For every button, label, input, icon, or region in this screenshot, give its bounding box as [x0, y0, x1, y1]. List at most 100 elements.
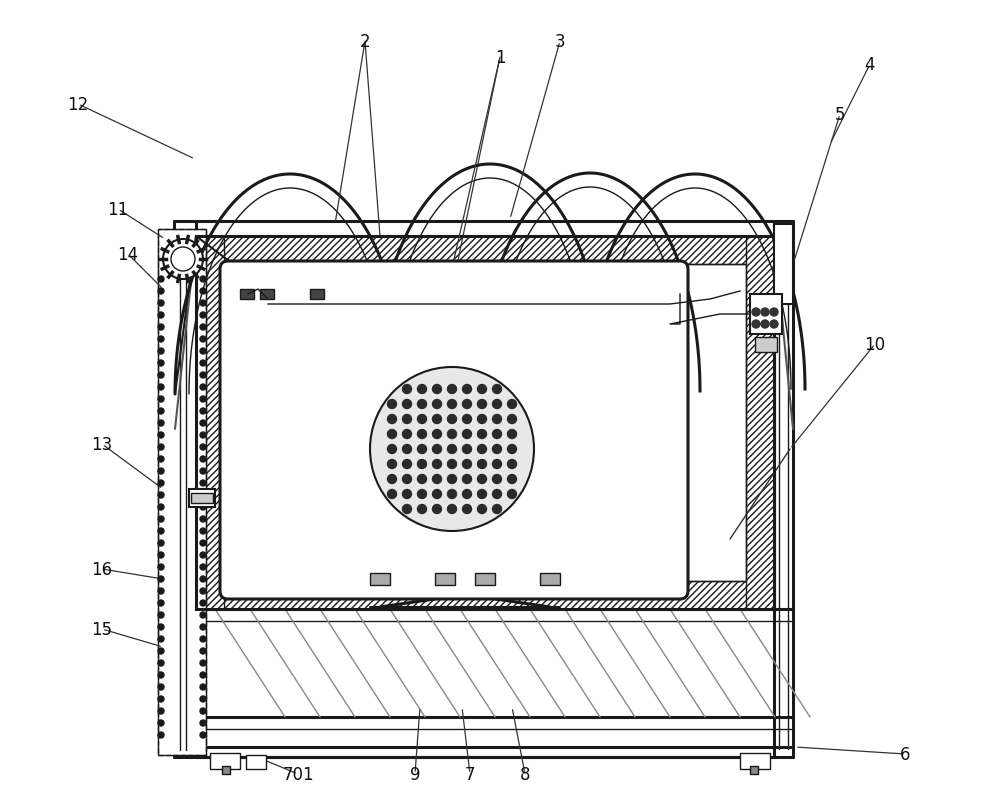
Circle shape [418, 430, 427, 439]
Bar [246, 755, 266, 769]
Bar [240, 290, 254, 299]
Text: 1: 1 [495, 49, 505, 67]
Circle shape [448, 430, 456, 439]
Circle shape [158, 457, 164, 462]
Circle shape [200, 361, 206, 367]
Bar [435, 573, 455, 586]
Circle shape [158, 517, 164, 522]
Circle shape [492, 475, 502, 484]
Circle shape [200, 684, 206, 690]
Circle shape [158, 349, 164, 354]
Circle shape [448, 385, 456, 394]
Circle shape [508, 415, 516, 424]
Bar [196, 237, 224, 609]
Circle shape [158, 540, 164, 547]
Bar [750, 766, 758, 774]
Circle shape [462, 505, 472, 514]
Circle shape [158, 397, 164, 402]
Circle shape [388, 430, 397, 439]
Circle shape [448, 400, 456, 409]
Text: 13: 13 [91, 436, 113, 453]
Text: 5: 5 [835, 106, 845, 124]
Circle shape [158, 528, 164, 534]
Circle shape [158, 696, 164, 702]
Circle shape [402, 430, 412, 439]
Circle shape [761, 320, 769, 328]
Circle shape [158, 708, 164, 714]
Circle shape [158, 384, 164, 391]
Circle shape [158, 444, 164, 450]
Circle shape [200, 672, 206, 678]
Bar [196, 237, 774, 609]
Text: 701: 701 [282, 765, 314, 783]
Bar [740, 753, 770, 769]
Circle shape [448, 460, 456, 469]
Circle shape [158, 552, 164, 558]
Circle shape [508, 475, 516, 484]
Circle shape [158, 361, 164, 367]
Circle shape [158, 648, 164, 654]
Circle shape [200, 457, 206, 462]
Circle shape [402, 460, 412, 469]
Circle shape [158, 372, 164, 379]
Circle shape [200, 372, 206, 379]
FancyBboxPatch shape [220, 262, 688, 599]
Circle shape [158, 409, 164, 414]
Circle shape [462, 400, 472, 409]
Circle shape [448, 415, 456, 424]
Bar [310, 290, 324, 299]
Circle shape [200, 432, 206, 439]
Circle shape [200, 600, 206, 607]
Bar [189, 489, 215, 508]
Circle shape [402, 490, 412, 499]
Circle shape [761, 309, 769, 316]
Circle shape [492, 490, 502, 499]
Text: 16: 16 [91, 560, 113, 578]
Circle shape [388, 415, 397, 424]
Circle shape [158, 624, 164, 630]
Circle shape [200, 708, 206, 714]
Circle shape [158, 277, 164, 283]
Circle shape [370, 367, 534, 531]
Circle shape [171, 247, 195, 272]
Circle shape [770, 320, 778, 328]
Bar [540, 573, 560, 586]
Circle shape [200, 648, 206, 654]
Circle shape [462, 445, 472, 454]
Circle shape [433, 505, 442, 514]
Circle shape [448, 475, 456, 484]
Text: 3: 3 [555, 33, 565, 51]
Circle shape [200, 720, 206, 726]
Circle shape [158, 720, 164, 726]
Circle shape [418, 415, 427, 424]
Circle shape [158, 312, 164, 319]
Circle shape [770, 309, 778, 316]
Circle shape [158, 600, 164, 607]
Circle shape [388, 400, 397, 409]
Circle shape [752, 309, 760, 316]
Circle shape [158, 612, 164, 618]
Circle shape [492, 385, 502, 394]
Circle shape [388, 490, 397, 499]
Circle shape [388, 475, 397, 484]
Circle shape [492, 415, 502, 424]
Circle shape [478, 385, 486, 394]
Text: 9: 9 [410, 765, 420, 783]
Circle shape [478, 460, 486, 469]
Circle shape [492, 400, 502, 409]
Circle shape [200, 397, 206, 402]
Circle shape [478, 490, 486, 499]
Circle shape [448, 445, 456, 454]
Circle shape [402, 385, 412, 394]
Circle shape [752, 320, 760, 328]
Circle shape [200, 469, 206, 474]
Circle shape [418, 385, 427, 394]
Bar [260, 290, 274, 299]
Circle shape [200, 636, 206, 642]
Circle shape [508, 490, 516, 499]
Circle shape [200, 564, 206, 570]
Circle shape [158, 480, 164, 487]
Circle shape [158, 432, 164, 439]
Circle shape [200, 289, 206, 294]
Circle shape [508, 400, 516, 409]
